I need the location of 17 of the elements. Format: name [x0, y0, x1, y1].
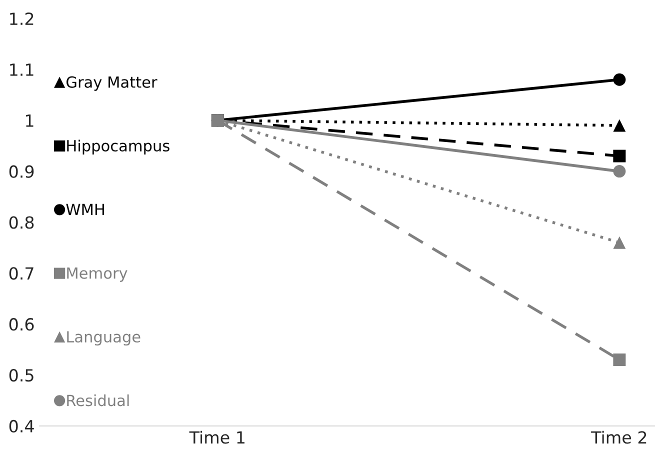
y-tick-label: 0.7 [9, 267, 34, 280]
legend-label: Language [67, 331, 140, 346]
y-tick-label: 1.1 [10, 64, 34, 76]
y-tick-label: 0.5 [9, 368, 34, 382]
x-tick-label: Time 2 [591, 430, 646, 444]
legend-label: Residual [67, 394, 129, 406]
y-tick-label: 1.2 [10, 12, 34, 25]
y-tick-label: 0.6 [9, 318, 34, 331]
x-tick-label: Time 1 [189, 430, 244, 444]
legend-label: Memory [67, 268, 128, 282]
legend-label: Hippocampus [67, 140, 170, 154]
y-tick-label: 0.4 [9, 420, 34, 433]
legend-label: WMH [66, 204, 104, 215]
legend-label: Gray Matter [66, 76, 158, 91]
y-tick-label: 0.8 [9, 216, 34, 229]
y-tick-label: 1 [26, 114, 34, 127]
y-tick-label: 0.9 [9, 165, 34, 178]
